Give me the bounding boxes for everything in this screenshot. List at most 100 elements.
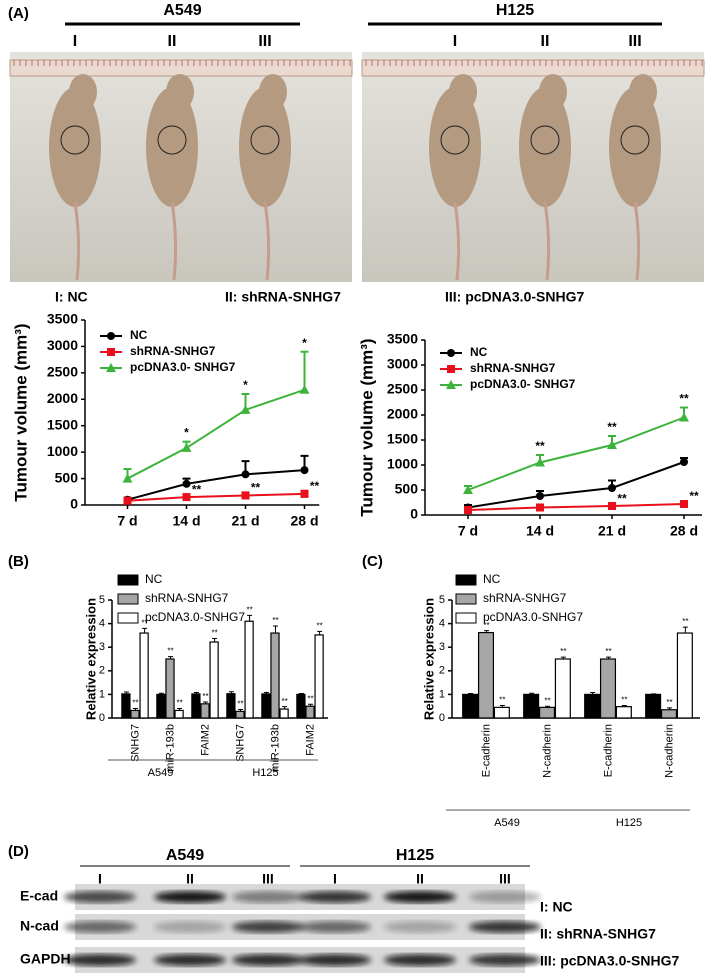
bar — [462, 693, 479, 719]
legend-label: NC — [130, 328, 148, 342]
group-label: H125 — [252, 767, 278, 779]
bar — [523, 693, 540, 719]
error-bar — [228, 691, 234, 694]
point — [536, 492, 544, 500]
photo-key: II: shRNA-SNHG7 — [225, 289, 341, 305]
y-tick-label: 2000 — [387, 406, 418, 422]
legend-marker — [107, 332, 115, 340]
point — [464, 506, 472, 514]
significance: ** — [605, 647, 611, 656]
point — [123, 496, 132, 505]
y-tick-label: 5 — [99, 594, 105, 606]
mouse-body — [519, 87, 571, 207]
lane-label: II — [168, 33, 177, 50]
series-line — [467, 461, 685, 509]
bar — [165, 658, 175, 719]
bar — [296, 693, 306, 719]
y-tick-label: 2 — [439, 665, 445, 677]
significance: ** — [237, 700, 243, 709]
x-tick-label: miR-193b — [269, 724, 281, 772]
x-tick-label: 7 d — [458, 523, 478, 539]
y-tick-label: 500 — [395, 481, 419, 497]
band — [299, 891, 371, 903]
point — [240, 404, 251, 414]
mouse-tail — [543, 201, 551, 281]
bar — [493, 706, 510, 719]
point — [241, 470, 250, 479]
bar — [209, 641, 219, 719]
significance: ** — [560, 647, 566, 656]
y-tick-label: 4 — [99, 618, 105, 630]
mouse — [429, 74, 481, 281]
significance: ** — [141, 618, 147, 627]
error-bar — [606, 656, 611, 659]
blot-key: I: NC — [540, 899, 573, 915]
photo-key: I: NC — [55, 289, 88, 305]
group-label: H125 — [616, 817, 642, 829]
bar — [314, 634, 324, 719]
lane-label: III — [262, 871, 274, 887]
error-bar — [282, 706, 288, 710]
error-bar — [484, 630, 489, 633]
mouse-tail — [170, 201, 178, 281]
significance: ** — [192, 483, 202, 497]
band — [299, 921, 371, 933]
mouse-body — [49, 87, 101, 207]
bar — [156, 693, 166, 719]
error-bar — [158, 692, 164, 695]
lane-label: II — [541, 33, 550, 50]
mouse — [519, 74, 571, 281]
band — [232, 921, 304, 933]
error-bar — [273, 625, 278, 634]
x-tick-label: 28 d — [670, 523, 698, 539]
x-tick-label: 21 d — [598, 523, 626, 539]
error-bar — [545, 705, 550, 708]
point — [241, 491, 250, 500]
point — [463, 485, 473, 494]
legend-label: NC — [483, 572, 501, 586]
series-line — [467, 416, 685, 491]
significance: ** — [167, 647, 173, 656]
tumour-circle — [440, 125, 470, 155]
error-bar — [590, 692, 596, 695]
legend-label: shRNA-SNHG7 — [470, 361, 556, 375]
point — [536, 503, 544, 512]
legend-label: pcDNA3.0- SNHG7 — [470, 377, 576, 391]
error-bar — [133, 708, 138, 711]
significance: * — [243, 378, 248, 392]
bar — [584, 693, 601, 719]
tumour-circle — [620, 125, 650, 155]
mouse-head — [259, 74, 287, 110]
legend-swatch — [455, 612, 477, 624]
group-label: H125 — [496, 2, 534, 19]
mouse — [239, 74, 291, 281]
significance: ** — [607, 420, 617, 434]
bar — [121, 693, 131, 719]
mouse-body — [146, 87, 198, 207]
bar — [660, 709, 678, 719]
significance: ** — [132, 699, 138, 708]
significance: ** — [679, 392, 689, 406]
group-label: A549 — [163, 2, 201, 19]
point — [607, 440, 617, 449]
panel-label: (B) — [8, 553, 29, 570]
error-bar — [621, 704, 627, 707]
y-tick-label: 2500 — [47, 364, 78, 380]
y-tick-label: 2500 — [387, 381, 418, 397]
mouse — [146, 74, 198, 281]
x-tick-label: FAIM2 — [304, 724, 316, 756]
y-axis-label: Tumour volume (mm³) — [11, 323, 30, 501]
x-tick-label: E-cadherin — [480, 724, 492, 777]
mouse-body — [429, 87, 481, 207]
bar — [305, 705, 315, 719]
significance: * — [302, 336, 307, 350]
point — [535, 457, 545, 467]
point — [679, 412, 689, 422]
significance: ** — [310, 479, 320, 493]
y-tick-label: 3000 — [47, 337, 78, 353]
tumour-circle — [157, 125, 187, 155]
y-tick-label: 3500 — [47, 311, 78, 327]
x-tick-label: SNHG7 — [129, 724, 141, 762]
panel-label: (C) — [362, 553, 383, 570]
y-tick-label: 1 — [439, 688, 445, 700]
